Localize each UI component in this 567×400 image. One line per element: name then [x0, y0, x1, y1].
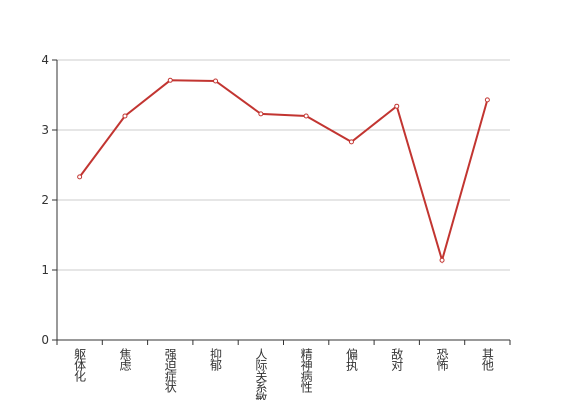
- point: [213, 78, 219, 84]
- point: [348, 139, 354, 145]
- point: [77, 174, 83, 180]
- y-tick-label: 2: [41, 193, 49, 207]
- y-tick-label: 1: [41, 263, 49, 277]
- y-tick-label: 3: [41, 123, 49, 137]
- x-tick-label: 敌对: [390, 347, 404, 371]
- point: [484, 97, 490, 103]
- point: [303, 113, 309, 119]
- x-tick-label: 躯体化: [73, 347, 87, 383]
- point: [394, 103, 400, 109]
- x-tick-label: 其他: [480, 348, 494, 371]
- x-tick-label: 强迫症状: [163, 348, 177, 393]
- point: [167, 77, 173, 83]
- x-tick-label: 抑郁: [209, 347, 223, 372]
- point: [122, 113, 128, 119]
- x-tick-label: 焦虑: [118, 348, 132, 371]
- point: [258, 111, 264, 117]
- line: [78, 79, 489, 264]
- x-tick-label: 恐怖: [435, 348, 449, 371]
- point: [439, 257, 445, 263]
- x-tick-label: 精神病性: [299, 348, 313, 394]
- y-tick-label: 0: [41, 333, 49, 347]
- y-tick-label: 4: [41, 53, 49, 67]
- x-tick-label: 人际关系敏感: [254, 348, 268, 400]
- x-tick-label: 偏执: [344, 347, 358, 372]
